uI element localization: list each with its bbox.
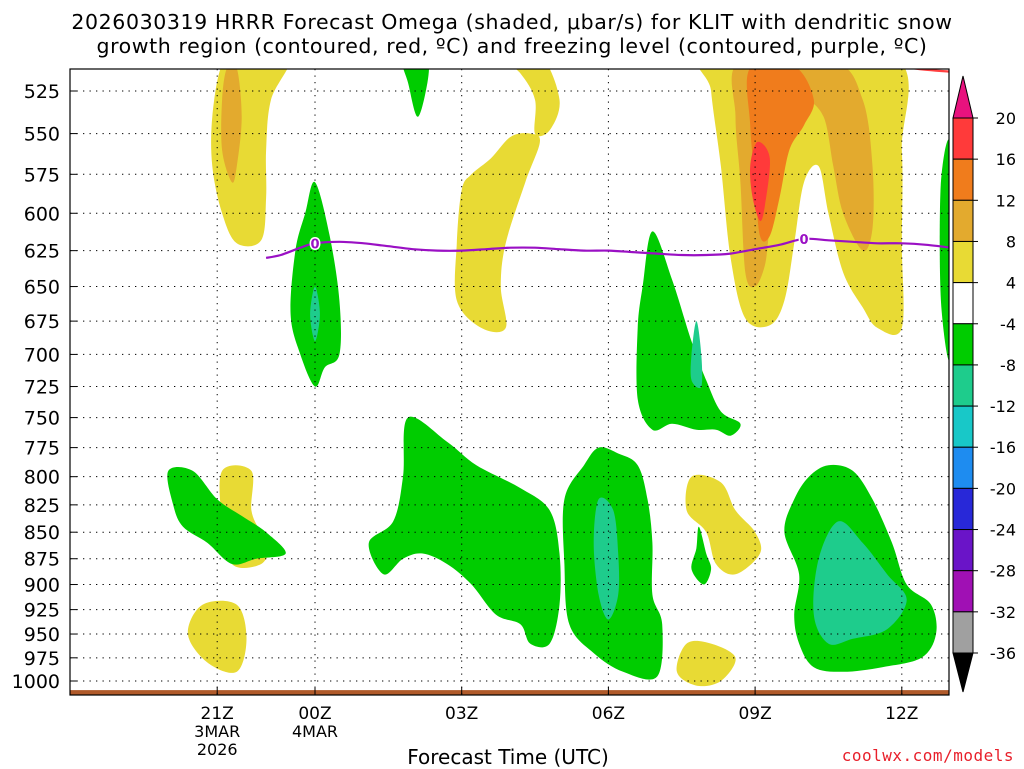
colorbar-label-2: 12: [996, 191, 1016, 210]
y-tick-label-925: 925: [24, 600, 60, 622]
x-tick-label-12Z: 12Z: [885, 704, 918, 724]
colorbar-bin-11: [952, 570, 974, 613]
omega-shaded-regions: [70, 69, 949, 695]
omega-region-20: [813, 521, 907, 645]
colorbar-label-8: -16: [990, 438, 1016, 457]
omega-region-24: [939, 139, 949, 361]
omega-colorbar: 20 16 12 8 4 -4 -8 -12 -16 -20 -24 -28 -32 -36: [952, 75, 1016, 693]
colorbar-bin-2: [952, 199, 974, 242]
colorbar-label-6: -8: [1000, 356, 1016, 375]
colorbar-bin-1: [952, 158, 974, 201]
colorbar-bin-0: [952, 117, 974, 160]
colorbar-label-10: -24: [990, 521, 1016, 540]
colorbar-bin-3: [952, 240, 974, 284]
omega-region-9: [403, 69, 429, 117]
freezing-level-contour-label-0: 0: [310, 237, 319, 252]
y-tick-label-700: 700: [24, 344, 60, 366]
y-tick-label-600: 600: [24, 203, 60, 225]
omega-region-3: [454, 133, 540, 333]
x-axis-label: Forecast Time (UTC): [407, 745, 609, 769]
colorbar-bin-9: [952, 487, 974, 531]
y-tick-label-575: 575: [24, 164, 60, 186]
y-tick-label-900: 900: [24, 575, 60, 597]
x-tick-sublabel-21Z-1: 2026: [197, 740, 238, 759]
x-tick-label-21Z: 21Z: [201, 704, 234, 724]
omega-region-12: [636, 231, 741, 436]
y-tick-label-1000: 1000: [12, 671, 60, 693]
y-tick-label-875: 875: [24, 549, 60, 571]
surface-terrain-strip: [70, 690, 949, 695]
colorbar-label-11: -28: [990, 562, 1016, 581]
y-tick-label-625: 625: [24, 241, 60, 263]
omega-region-13: [690, 321, 703, 389]
colorbar-bin-8: [952, 446, 974, 489]
colorbar-top-triangle: [952, 75, 974, 119]
colorbar-bin-4: [952, 282, 974, 325]
y-tick-label-725: 725: [24, 377, 60, 399]
omega-region-22: [685, 474, 762, 575]
colorbar-bin-12: [952, 611, 974, 654]
pressure-axis: 525 550 575 600 625 650 675 700 725 750 775 800 825 8…: [12, 81, 77, 693]
y-tick-label-850: 850: [24, 522, 60, 544]
colorbar-bottom-triangle: [952, 652, 974, 693]
chart-title-line-2: growth region (contoured, red, ºC) and f…: [96, 34, 928, 58]
omega-region-21: [187, 600, 247, 673]
freezing-level-contour-line: [265, 237, 949, 259]
y-tick-label-775: 775: [24, 438, 60, 460]
y-tick-label-975: 975: [24, 648, 60, 670]
colorbar-label-1: 16: [996, 150, 1016, 169]
x-tick-label-00Z: 00Z: [298, 704, 331, 724]
plot-frame: [69, 68, 950, 696]
colorbar-label-12: -32: [990, 603, 1016, 622]
y-tick-label-525: 525: [24, 81, 60, 103]
temperature-contours: -120 0: [265, 69, 949, 259]
omega-region-15: [368, 416, 561, 648]
colorbar-label-13: -36: [990, 644, 1016, 663]
colorbar-bin-6: [952, 364, 974, 407]
colorbar-label-3: 8: [1006, 232, 1016, 251]
colorbar-label-0: 20: [996, 109, 1016, 128]
colorbar-label-5: -4: [1000, 315, 1016, 334]
pressure-gridlines: [70, 69, 949, 695]
omega-region-7: [749, 141, 771, 222]
freezing-level-contour-label-1: 0: [799, 233, 808, 248]
y-tick-label-825: 825: [24, 495, 60, 517]
x-tick-label-06Z: 06Z: [592, 704, 625, 724]
y-tick-label-950: 950: [24, 624, 60, 646]
y-tick-label-675: 675: [24, 311, 60, 333]
omega-region-14: [167, 467, 286, 565]
y-tick-label-650: 650: [24, 277, 60, 299]
omega-region-23: [676, 640, 736, 687]
source-credit: coolwx.com/models: [841, 746, 1014, 765]
colorbar-bin-5: [952, 323, 974, 366]
omega-region-17: [593, 497, 620, 620]
x-tick-label-09Z: 09Z: [738, 704, 771, 724]
colorbar-bin-7: [952, 405, 974, 448]
y-tick-label-550: 550: [24, 124, 60, 146]
x-tick-sublabel-21Z-0: 3MAR: [194, 722, 240, 741]
colorbar-label-4: 4: [1006, 274, 1016, 293]
colorbar-bin-10: [952, 529, 974, 572]
y-tick-label-800: 800: [24, 467, 60, 489]
chart-title-line-1: 2026030319 HRRR Forecast Omega (shaded, …: [71, 10, 953, 34]
omega-region-10: [290, 181, 341, 387]
omega-region-11: [310, 286, 320, 342]
colorbar-label-7: -12: [990, 397, 1016, 416]
omega-region-18: [691, 526, 712, 585]
omega-region-2: [515, 69, 560, 137]
x-tick-label-03Z: 03Z: [445, 704, 478, 724]
y-tick-label-750: 750: [24, 408, 60, 430]
omega-region-1: [221, 69, 242, 183]
x-tick-sublabel-00Z-0: 4MAR: [292, 722, 338, 741]
colorbar-label-9: -20: [990, 479, 1016, 498]
